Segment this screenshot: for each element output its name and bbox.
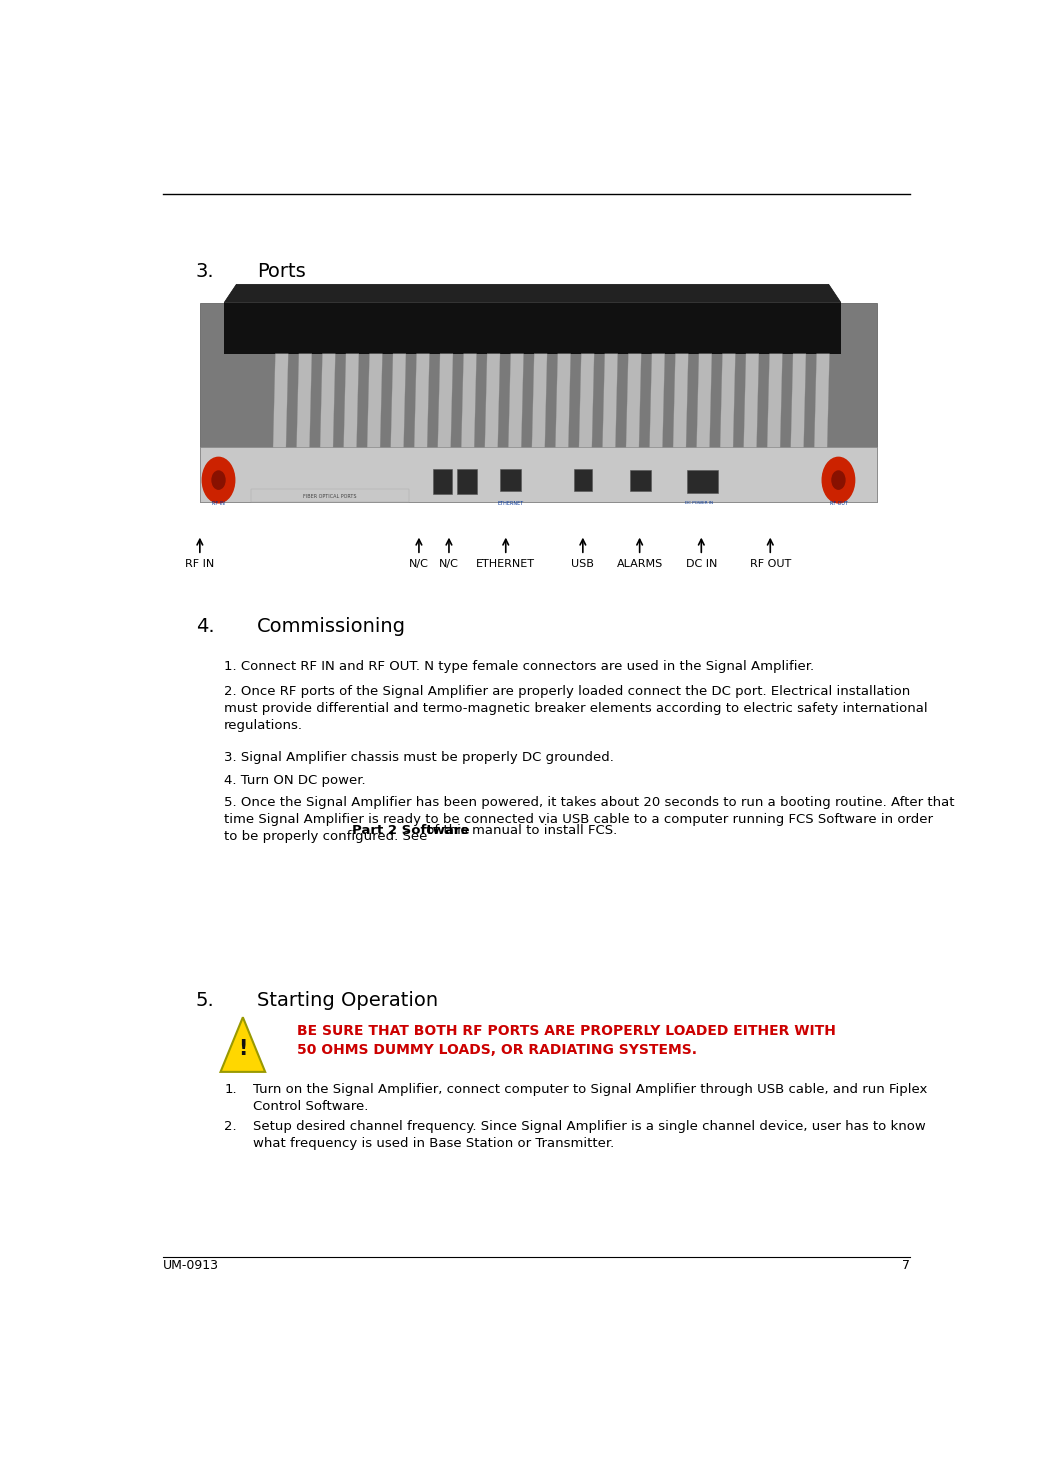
Text: of this manual to install FCS.: of this manual to install FCS. [422, 825, 618, 837]
Bar [224, 303, 841, 353]
Polygon shape [320, 353, 335, 452]
Polygon shape [438, 353, 453, 452]
Circle shape [211, 471, 225, 489]
Text: USB: USB [572, 559, 595, 569]
Text: ETHERNET: ETHERNET [476, 559, 535, 569]
Text: 1.: 1. [224, 1083, 237, 1097]
Text: RF OUT: RF OUT [829, 501, 847, 505]
Circle shape [202, 457, 235, 503]
Text: DC POWER IN: DC POWER IN [685, 501, 713, 504]
Text: N/C: N/C [409, 559, 429, 569]
Polygon shape [790, 353, 806, 452]
Text: ALARMS: ALARMS [617, 559, 663, 569]
Polygon shape [649, 353, 665, 452]
Polygon shape [767, 353, 782, 452]
Text: 4. Turn ON DC power.: 4. Turn ON DC power. [224, 773, 365, 786]
Circle shape [822, 457, 854, 503]
Text: 5. Once the Signal Amplifier has been powered, it takes about 20 seconds to run : 5. Once the Signal Amplifier has been po… [224, 797, 955, 844]
Polygon shape [296, 353, 312, 452]
Bar [687, 470, 717, 492]
Bar [200, 303, 877, 501]
Polygon shape [602, 353, 618, 452]
Text: 7: 7 [901, 1259, 910, 1273]
Text: FIBER OPTICAL PORTS: FIBER OPTICAL PORTS [303, 494, 356, 498]
Polygon shape [343, 353, 359, 452]
Polygon shape [273, 353, 288, 452]
Text: RF IN: RF IN [185, 559, 215, 569]
Polygon shape [221, 1017, 265, 1072]
Bar [187, 279, 882, 535]
Text: BE SURE THAT BOTH RF PORTS ARE PROPERLY LOADED EITHER WITH: BE SURE THAT BOTH RF PORTS ARE PROPERLY … [297, 1024, 837, 1038]
Text: Ports: Ports [257, 262, 306, 281]
Text: 3. Signal Amplifier chassis must be properly DC grounded.: 3. Signal Amplifier chassis must be prop… [224, 751, 614, 764]
Bar [458, 469, 476, 494]
Polygon shape [743, 353, 759, 452]
Text: Setup desired channel frequency. Since Signal Amplifier is a single channel devi: Setup desired channel frequency. Since S… [252, 1120, 926, 1150]
Text: UM-0913: UM-0913 [163, 1259, 219, 1273]
Text: Turn on the Signal Amplifier, connect computer to Signal Amplifier through USB c: Turn on the Signal Amplifier, connect co… [252, 1083, 927, 1113]
Polygon shape [367, 353, 382, 452]
Polygon shape [626, 353, 641, 452]
Polygon shape [508, 353, 524, 452]
Polygon shape [555, 353, 571, 452]
Text: RF IN: RF IN [213, 501, 225, 505]
Text: 2. Once RF ports of the Signal Amplifier are properly loaded connect the DC port: 2. Once RF ports of the Signal Amplifier… [224, 684, 928, 732]
Bar [432, 469, 452, 494]
Text: RF OUT: RF OUT [750, 559, 790, 569]
Polygon shape [414, 353, 429, 452]
Text: 1. Connect RF IN and RF OUT. N type female connectors are used in the Signal Amp: 1. Connect RF IN and RF OUT. N type fema… [224, 659, 815, 672]
Text: DC IN: DC IN [686, 559, 717, 569]
Bar [574, 469, 592, 492]
Circle shape [832, 471, 845, 489]
Polygon shape [532, 353, 548, 452]
Polygon shape [485, 353, 500, 452]
Bar [630, 470, 651, 492]
Bar [200, 446, 877, 501]
Text: Part 2 Software: Part 2 Software [353, 825, 470, 837]
Polygon shape [224, 284, 841, 303]
Polygon shape [696, 353, 712, 452]
Text: Commissioning: Commissioning [257, 616, 405, 636]
Text: !: ! [238, 1039, 247, 1060]
Bar [251, 489, 409, 501]
Polygon shape [673, 353, 688, 452]
Polygon shape [720, 353, 735, 452]
Polygon shape [461, 353, 476, 452]
Text: N/C: N/C [439, 559, 459, 569]
Text: 2.: 2. [224, 1120, 237, 1132]
Text: 4.: 4. [196, 616, 215, 636]
Text: 5.: 5. [196, 992, 215, 1009]
Polygon shape [815, 353, 829, 452]
Text: 3.: 3. [196, 262, 215, 281]
Bar [500, 469, 521, 492]
Text: ETHERNET: ETHERNET [497, 501, 524, 505]
Polygon shape [579, 353, 595, 452]
Polygon shape [391, 353, 406, 452]
Text: 50 OHMS DUMMY LOADS, OR RADIATING SYSTEMS.: 50 OHMS DUMMY LOADS, OR RADIATING SYSTEM… [297, 1043, 697, 1057]
Text: Starting Operation: Starting Operation [257, 992, 438, 1009]
